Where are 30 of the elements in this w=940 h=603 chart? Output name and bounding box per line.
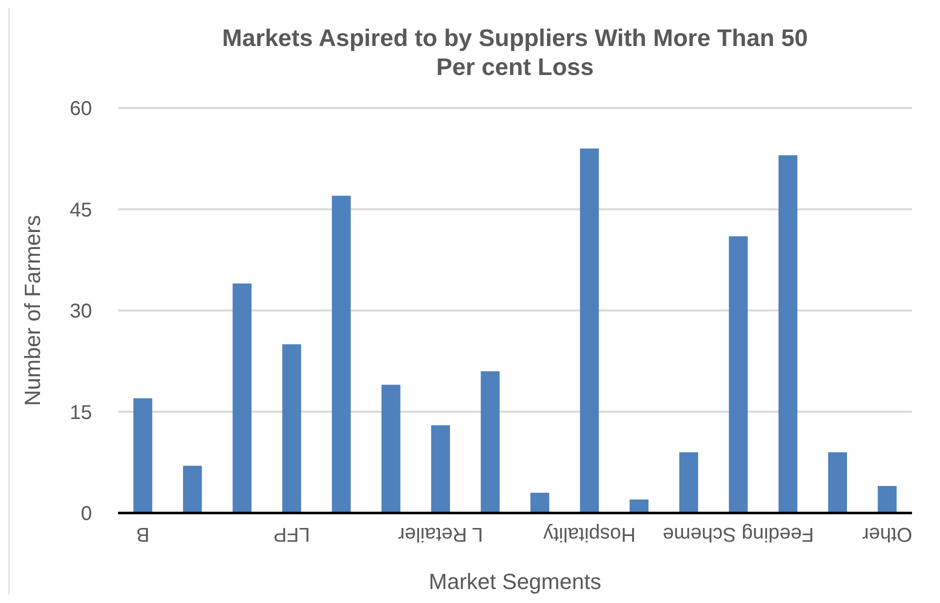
bar bbox=[778, 155, 798, 513]
bar bbox=[679, 452, 698, 513]
x-axis-title: Market Segments bbox=[428, 569, 602, 594]
bar bbox=[630, 500, 648, 513]
bar bbox=[382, 384, 400, 513]
bar bbox=[282, 344, 302, 513]
y-tick-label: 60 bbox=[70, 98, 92, 120]
bar bbox=[431, 425, 450, 513]
bar bbox=[183, 466, 202, 513]
y-tick-label: 30 bbox=[70, 300, 92, 322]
x-tick-label: B bbox=[136, 523, 150, 545]
x-tick-label: Feeding Scheme bbox=[662, 523, 814, 545]
chart-title: Markets Aspired to by Suppliers With More Than 50 Per cent Loss bbox=[222, 25, 808, 81]
x-tick-label: LFP bbox=[273, 523, 310, 545]
bar bbox=[480, 371, 500, 513]
x-tick-label: Hospitality bbox=[543, 523, 636, 545]
x-tick-label: Other bbox=[862, 523, 912, 545]
bar bbox=[728, 236, 748, 513]
bar bbox=[332, 196, 351, 513]
bar bbox=[828, 452, 847, 513]
x-tick-label: L Retailer bbox=[398, 523, 483, 545]
bar bbox=[878, 486, 897, 513]
y-tick-label: 45 bbox=[70, 199, 92, 222]
bar bbox=[530, 492, 550, 513]
y-tick-label: 15 bbox=[70, 402, 92, 424]
y-tick-label: 0 bbox=[80, 503, 92, 525]
y-axis-title: Number of Farmers bbox=[20, 215, 45, 406]
bar bbox=[580, 148, 599, 513]
bar bbox=[133, 398, 152, 513]
bar bbox=[232, 284, 252, 513]
